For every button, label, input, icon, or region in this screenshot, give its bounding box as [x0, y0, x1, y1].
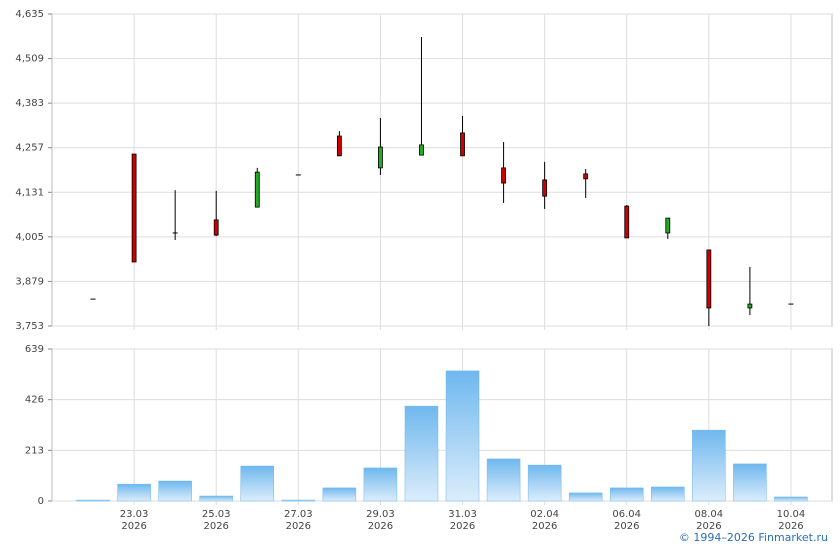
volume-bar [487, 459, 520, 501]
candle-body [707, 250, 711, 308]
volume-bar [282, 500, 315, 501]
candle-body [461, 133, 465, 156]
y-tick-label: 4,131 [15, 187, 44, 198]
plot-area [52, 14, 832, 326]
y-tick-label: 4,383 [15, 98, 44, 109]
volume-bar [200, 496, 233, 501]
candle-body [502, 168, 506, 183]
volume-bar [241, 466, 274, 501]
y-tick-label: 426 [25, 395, 44, 406]
y-tick-label: 213 [25, 445, 44, 456]
candle-body [666, 218, 670, 233]
y-tick-label: 0 [38, 496, 44, 507]
volume-bar [528, 465, 561, 501]
candle-body [214, 220, 218, 235]
volume-bar [692, 430, 725, 501]
volume-bar [733, 464, 766, 501]
volume-bar [159, 481, 192, 501]
y-tick-label: 4,635 [15, 9, 44, 20]
candle-body [255, 172, 259, 207]
y-tick-label: 4,509 [15, 54, 44, 65]
volume-bar [405, 406, 438, 501]
candle-body [378, 147, 382, 168]
candle-body [543, 180, 547, 196]
volume-bar [774, 497, 807, 501]
volume-bar [446, 371, 479, 501]
volume-bar [118, 484, 151, 501]
y-tick-label: 639 [25, 344, 44, 355]
volume-bar [610, 488, 643, 501]
volume-bar [77, 500, 110, 501]
candle-body [584, 174, 588, 179]
volume-bar [651, 487, 684, 501]
y-tick-label: 4,005 [15, 232, 44, 243]
volume-bar [323, 488, 356, 501]
footer: © 1994–2026 Finmarket.ru [679, 531, 828, 544]
y-tick-label: 4,257 [15, 143, 44, 154]
candle-body [419, 145, 423, 155]
y-tick-label: 3,879 [15, 276, 44, 287]
candle-body [625, 206, 629, 238]
volume-bar [569, 493, 602, 501]
y-tick-label: 3,753 [15, 321, 44, 332]
candle-body [748, 304, 752, 308]
candle-body [132, 154, 136, 262]
candle-body [337, 136, 341, 156]
volume-bar [364, 468, 397, 501]
